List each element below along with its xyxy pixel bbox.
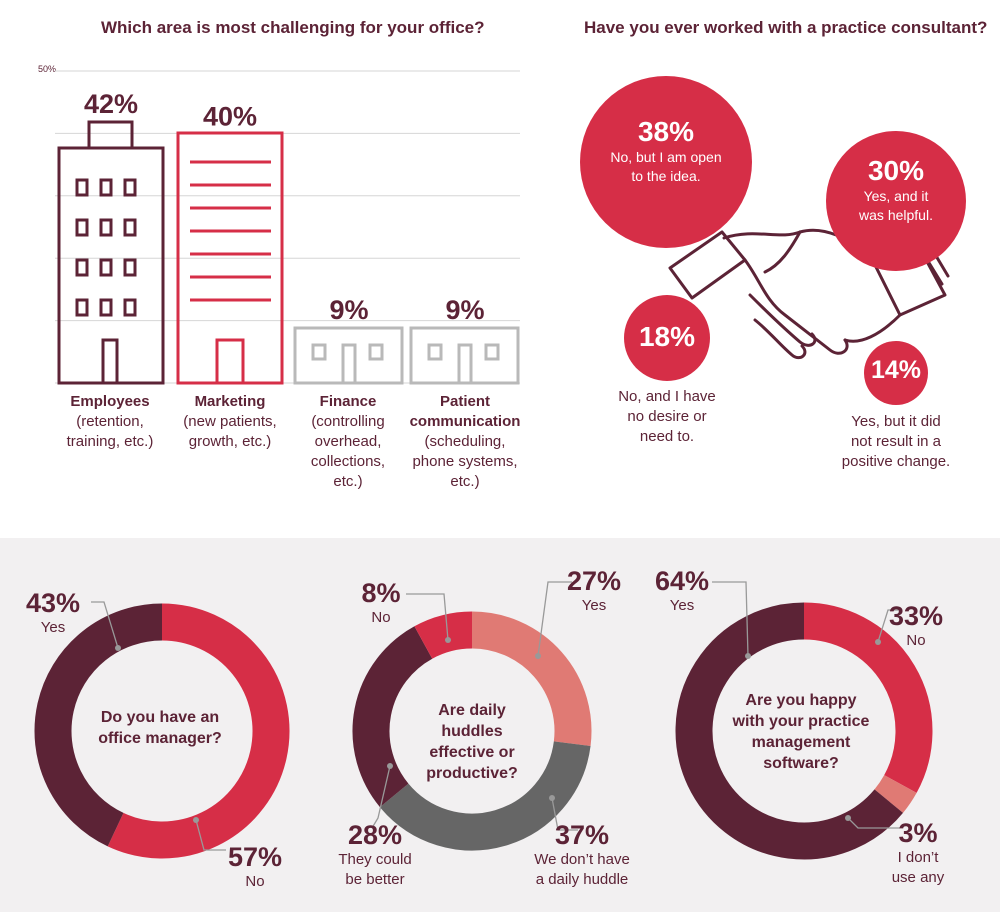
donut-charts — [34, 581, 933, 860]
donut2-label-no: 8% No — [361, 578, 401, 626]
low-building-icon — [293, 326, 404, 385]
leader-line — [877, 609, 898, 643]
bar-value-label: 42% — [84, 89, 138, 119]
donut-slice-no — [107, 603, 290, 859]
donut3-label-no: 33% No — [888, 601, 944, 649]
donut-question-huddles: Are daily huddles effective or productive? — [426, 702, 518, 782]
donut2-label-none: 37% We don’t have a daily huddle — [534, 820, 630, 888]
bubble-yes-helpful: 30% Yes, and it was helpful. — [826, 131, 966, 271]
donut-slice-yes — [34, 603, 163, 847]
bubble-no-desire: 18% — [624, 295, 710, 381]
leader-line — [551, 797, 578, 831]
donut-slice-yes — [675, 602, 903, 860]
donut1-label-no: 57% No — [227, 842, 283, 890]
donut2-label-better: 28% They could be better — [338, 820, 412, 888]
bubble-label-no-desire: No, and I have no desire or need to. — [618, 388, 716, 445]
donut-slice-we-don-t-have-a-daily-huddle — [379, 740, 591, 851]
bubble-yes-no-change: 14% — [864, 341, 928, 405]
donut-question-software: Are you happy with your practice managemen… — [732, 692, 870, 772]
category-label-patient-communication: Patient communication (scheduling, phone… — [409, 393, 521, 490]
donut-slice-yes — [471, 611, 592, 746]
donut-slice-they-could-be-better — [352, 626, 433, 808]
leader-line — [406, 593, 449, 641]
bar-value-label: 9% — [329, 295, 368, 325]
category-label-employees: Employees (retention, training, etc.) — [66, 393, 154, 450]
bar-chart: 42% 40% 9% 9% — [55, 70, 520, 385]
bar-value-label: 40% — [203, 101, 257, 131]
category-label-marketing: Marketing (new patients, growth, etc.) — [183, 393, 277, 450]
donut-question-office-manager: Do you have an office manager? — [98, 709, 222, 747]
leader-line — [537, 581, 572, 657]
leader-line — [712, 581, 749, 657]
leader-line — [371, 765, 391, 829]
leader-line — [847, 817, 900, 829]
consultant-chart-title: Have you ever worked with a practice con… — [584, 18, 988, 37]
bar-chart-title: Which area is most challenging for your … — [101, 18, 485, 37]
category-label-finance: Finance (controlling overhead, collectio… — [310, 393, 386, 490]
donut3-label-yes: 64% Yes — [654, 566, 710, 614]
donut1-label-yes: 43% Yes — [25, 588, 81, 636]
bubble-label-no-change: Yes, but it did not result in a positive… — [841, 413, 951, 470]
office-building-icon — [57, 120, 165, 385]
bubble-no-open: 38% No, but I am open to the idea. — [580, 76, 752, 248]
storefront-icon — [176, 131, 284, 385]
donut3-label-none: 3% I don’t use any — [891, 818, 945, 886]
leader-line — [91, 601, 119, 649]
bar-value-label: 9% — [445, 295, 484, 325]
low-building-icon — [409, 326, 520, 385]
donut2-label-yes: 27% Yes — [566, 566, 622, 614]
donut-slice-i-don-t-use-any — [874, 774, 917, 813]
leader-line — [195, 819, 226, 851]
donut-slice-no — [803, 602, 933, 793]
y-tick-50: 50% — [38, 64, 57, 74]
